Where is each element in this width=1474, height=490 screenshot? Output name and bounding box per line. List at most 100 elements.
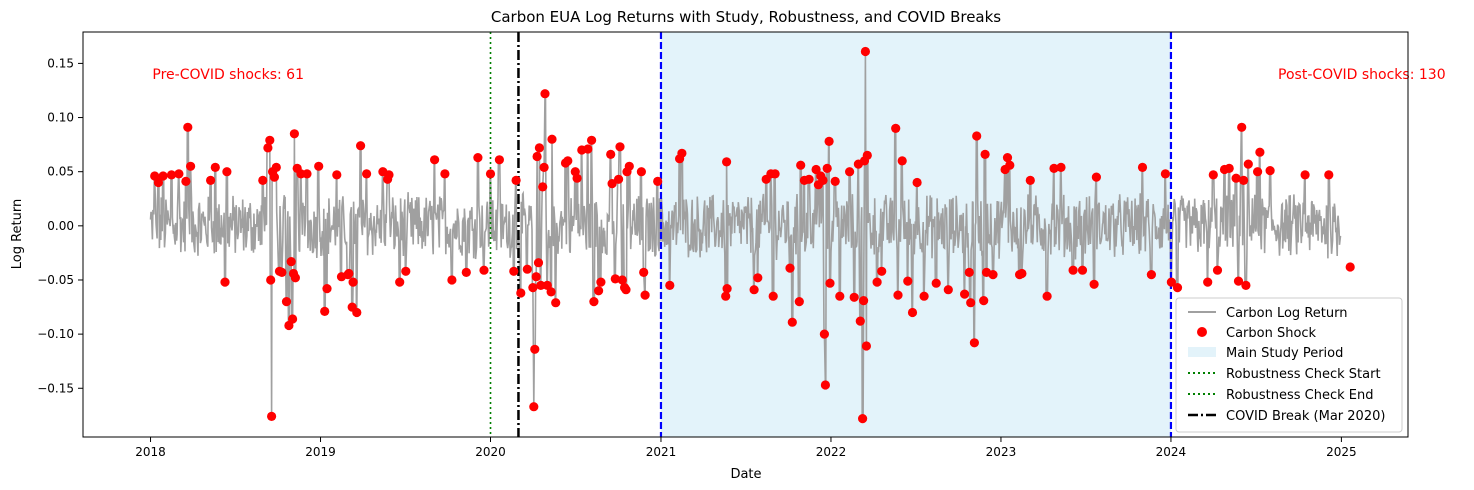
- shock-point: [529, 402, 539, 412]
- shock-point: [969, 338, 980, 348]
- y-axis-label: Log Return: [10, 199, 25, 270]
- shock-point: [174, 169, 184, 179]
- shock-point: [1239, 175, 1249, 185]
- shock-point: [1300, 170, 1310, 180]
- shock-point: [289, 129, 299, 139]
- shock-point: [770, 169, 780, 179]
- shock-point: [348, 277, 358, 287]
- shock-point: [988, 270, 998, 280]
- break-lines: [489, 32, 1173, 437]
- shock-point: [589, 297, 599, 307]
- shock-point: [528, 283, 538, 293]
- shock-point: [1025, 175, 1035, 185]
- shock-point: [401, 266, 411, 276]
- shock-point: [440, 169, 450, 179]
- shock-point: [749, 285, 759, 295]
- x-tick-label: 2022: [816, 445, 847, 459]
- shock-point: [665, 280, 675, 290]
- shock-point: [1017, 268, 1027, 279]
- shock-point: [320, 306, 330, 316]
- y-tick-label: 0.10: [47, 111, 74, 125]
- shock-point: [166, 170, 177, 180]
- shock-point: [384, 170, 394, 180]
- shock-point: [281, 297, 292, 307]
- shock-point: [1265, 166, 1275, 176]
- shock-point: [721, 291, 731, 301]
- shock-point: [972, 131, 982, 141]
- pre-covid-annotation: Pre-COVID shocks: 61: [152, 67, 304, 83]
- shock-point: [1253, 167, 1263, 177]
- shock-point: [610, 274, 620, 284]
- shock-point: [820, 380, 831, 390]
- shock-point: [907, 307, 918, 318]
- shock-point: [891, 123, 901, 133]
- shock-point: [722, 157, 732, 167]
- shock-point: [1089, 279, 1099, 289]
- shock-point: [509, 266, 519, 276]
- shock-point: [540, 89, 550, 99]
- shock-point: [572, 173, 582, 183]
- plot-frame: [82, 31, 1409, 438]
- shock-point: [1243, 159, 1253, 169]
- shock-point: [222, 167, 232, 177]
- shock-point: [912, 177, 922, 188]
- shock-point: [822, 163, 832, 173]
- shock-point: [536, 280, 546, 290]
- shock-point: [860, 46, 871, 57]
- shock-point: [943, 285, 953, 295]
- shock-point: [1241, 280, 1251, 290]
- shock-point: [534, 143, 545, 153]
- shock-point: [332, 170, 342, 180]
- shock-point: [849, 292, 859, 302]
- shock-point: [587, 135, 597, 145]
- shock-point: [960, 289, 970, 299]
- shock-point: [1231, 173, 1241, 183]
- shock-point: [206, 175, 216, 185]
- shock-point: [855, 316, 865, 326]
- legend-label-covid: COVID Break (Mar 2020): [1226, 409, 1385, 424]
- shock-point: [1056, 162, 1066, 172]
- y-tick-label: 0.00: [47, 219, 74, 233]
- shock-point: [267, 411, 277, 421]
- shock-point: [1146, 270, 1156, 280]
- shock-point: [872, 277, 882, 287]
- shock-point: [1212, 265, 1223, 275]
- shock-point: [825, 278, 835, 288]
- shock-point: [722, 284, 732, 294]
- shock-point: [1160, 169, 1170, 179]
- x-tick-label: 2020: [475, 445, 506, 459]
- shock-point: [1068, 265, 1078, 275]
- shock-point: [980, 149, 990, 159]
- shock-point: [539, 162, 549, 172]
- shock-point: [1049, 163, 1059, 173]
- shock-point: [1005, 160, 1015, 170]
- shock-point: [220, 277, 230, 287]
- shock-point: [979, 296, 989, 306]
- shock-point: [532, 151, 542, 162]
- shock-point: [753, 273, 763, 283]
- shock-point: [818, 175, 828, 185]
- shock-point: [153, 177, 163, 188]
- legend-swatch-shock: [1197, 327, 1207, 337]
- shock-point: [861, 341, 872, 351]
- shock-point: [258, 175, 268, 185]
- legend-label-returns: Carbon Log Return: [1226, 306, 1347, 321]
- x-axis: 2018 2019 2020 2021 2022 2023 2024 2025: [135, 437, 1357, 459]
- shock-point: [322, 284, 332, 294]
- shock-point: [1137, 162, 1148, 172]
- shock-point: [461, 267, 471, 277]
- shock-point: [1345, 262, 1355, 272]
- shock-point: [538, 182, 548, 192]
- shock-point: [277, 267, 287, 277]
- shock-point: [210, 162, 220, 172]
- shock-point: [636, 167, 647, 177]
- shock-point: [1042, 291, 1052, 301]
- shock-point: [811, 164, 821, 175]
- shock-point: [344, 268, 354, 279]
- shock-point: [1091, 172, 1101, 182]
- shock-point: [563, 156, 573, 166]
- shock-point: [1172, 283, 1183, 293]
- shock-point: [903, 276, 913, 286]
- shock-point: [897, 156, 907, 166]
